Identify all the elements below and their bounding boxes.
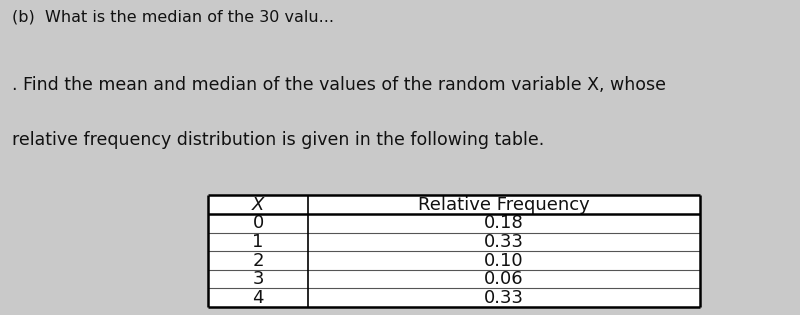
Text: 3: 3	[252, 270, 264, 288]
Text: . Find the mean and median of the values of the random variable X, whose: . Find the mean and median of the values…	[12, 76, 666, 94]
Text: X: X	[252, 196, 264, 214]
Text: relative frequency distribution is given in the following table.: relative frequency distribution is given…	[12, 131, 544, 149]
Text: Relative Frequency: Relative Frequency	[418, 196, 590, 214]
Text: 4: 4	[252, 289, 264, 307]
Text: (b)  What is the median of the 30 valu...: (b) What is the median of the 30 valu...	[12, 9, 334, 25]
Text: 0: 0	[252, 214, 264, 232]
Text: 2: 2	[252, 252, 264, 270]
Text: 0.10: 0.10	[484, 252, 524, 270]
Text: 0.33: 0.33	[484, 289, 524, 307]
Text: 0.18: 0.18	[484, 214, 524, 232]
Text: 1: 1	[252, 233, 264, 251]
Text: 0.33: 0.33	[484, 233, 524, 251]
Text: 0.06: 0.06	[484, 270, 524, 288]
